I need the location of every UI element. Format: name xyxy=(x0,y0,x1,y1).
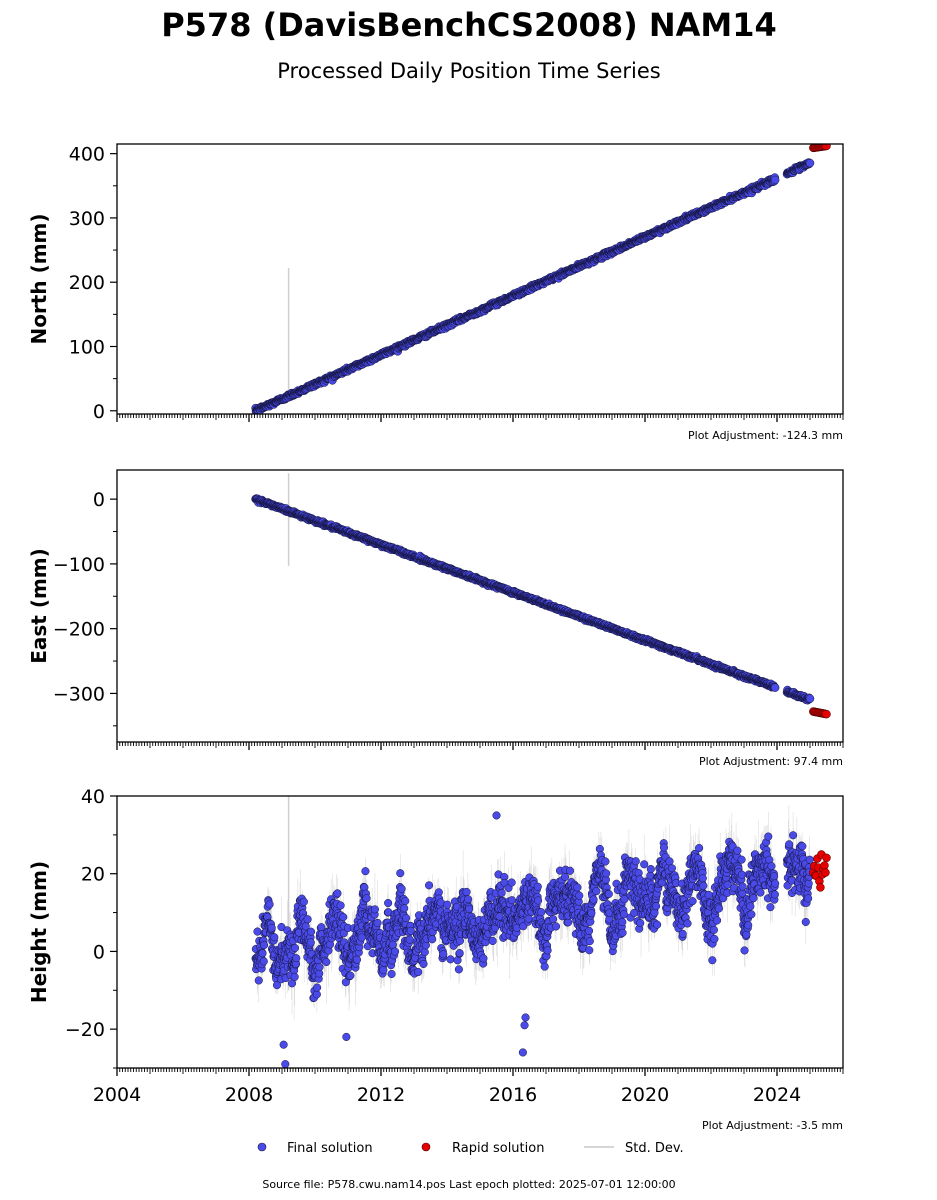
rapid-point xyxy=(822,144,831,151)
final-point xyxy=(270,933,279,942)
final-point xyxy=(306,927,316,936)
y-axis-label: East (mm) xyxy=(27,548,51,664)
y-tick-label: 0 xyxy=(93,401,105,423)
final-point xyxy=(401,896,410,906)
final-point xyxy=(352,955,362,964)
final-point xyxy=(373,918,382,927)
final-point xyxy=(303,915,312,924)
final-point xyxy=(388,940,397,949)
chart-title: P578 (DavisBenchCS2008) NAM14 xyxy=(161,6,777,44)
plot-area xyxy=(251,796,831,1068)
final-point xyxy=(254,976,263,985)
north-panel: 0 100 200 300 400 North (mm) Plot Adjustment: … xyxy=(27,143,844,442)
final-point xyxy=(390,947,400,956)
final-point xyxy=(346,971,355,980)
y-tick-label: 100 xyxy=(69,337,105,359)
final-point xyxy=(299,897,308,906)
final-point xyxy=(259,957,268,966)
y-tick-label: 300 xyxy=(69,208,105,230)
rapid-point xyxy=(822,709,831,719)
y-ticks: 0 −100 −200 −300 xyxy=(53,489,117,727)
chart-subtitle: Processed Daily Position Time Series xyxy=(277,59,661,83)
y-ticks: 0 100 200 300 400 xyxy=(69,144,117,423)
final-point xyxy=(397,884,406,893)
final-point xyxy=(322,957,331,967)
rapid-series xyxy=(809,144,831,153)
x-ticks xyxy=(116,742,844,750)
final-point xyxy=(336,901,345,910)
final-point xyxy=(306,938,315,947)
y-tick-label: −300 xyxy=(53,683,105,705)
final-point xyxy=(400,904,409,913)
axes-frame xyxy=(116,143,844,415)
final-point xyxy=(384,898,393,908)
final-point xyxy=(402,914,411,923)
final-point xyxy=(253,927,262,936)
final-point xyxy=(370,905,379,914)
final-point xyxy=(357,933,366,942)
final-point xyxy=(313,983,322,992)
final-point xyxy=(258,949,267,958)
final-point xyxy=(260,941,269,950)
axes-frame xyxy=(116,469,844,743)
final-point xyxy=(770,175,780,185)
final-series xyxy=(251,158,815,414)
plot-adjustment: Plot Adjustment: -124.3 mm xyxy=(688,429,843,442)
final-point xyxy=(361,867,370,876)
final-point xyxy=(292,954,301,963)
final-point xyxy=(290,943,299,953)
final-point xyxy=(387,969,396,979)
final-point xyxy=(379,966,388,975)
final-point xyxy=(405,935,414,944)
plot-area xyxy=(251,473,831,719)
final-point xyxy=(290,972,299,981)
y-tick-label: 400 xyxy=(69,144,105,166)
y-axis-label: North (mm) xyxy=(27,213,51,344)
rapid-series xyxy=(809,707,831,719)
y-tick-label: 0 xyxy=(93,489,105,511)
y-tick-label: −100 xyxy=(53,554,105,576)
final-point xyxy=(770,683,780,692)
final-point xyxy=(312,990,321,999)
final-series xyxy=(251,811,814,1068)
plot-adjustment: Plot Adjustment: 97.4 mm xyxy=(699,755,843,768)
plot-area xyxy=(251,144,831,414)
final-point xyxy=(265,900,274,909)
y-tick-label: −200 xyxy=(53,619,105,641)
final-point xyxy=(267,923,276,932)
final-point xyxy=(396,869,405,878)
final-point xyxy=(315,963,324,972)
final-point xyxy=(805,158,815,168)
final-point xyxy=(339,913,348,922)
final-point xyxy=(362,894,371,903)
x-ticks xyxy=(116,414,844,422)
final-series xyxy=(251,494,815,705)
y-tick-label: 200 xyxy=(69,272,105,294)
final-point xyxy=(333,889,342,898)
final-point xyxy=(805,694,815,703)
